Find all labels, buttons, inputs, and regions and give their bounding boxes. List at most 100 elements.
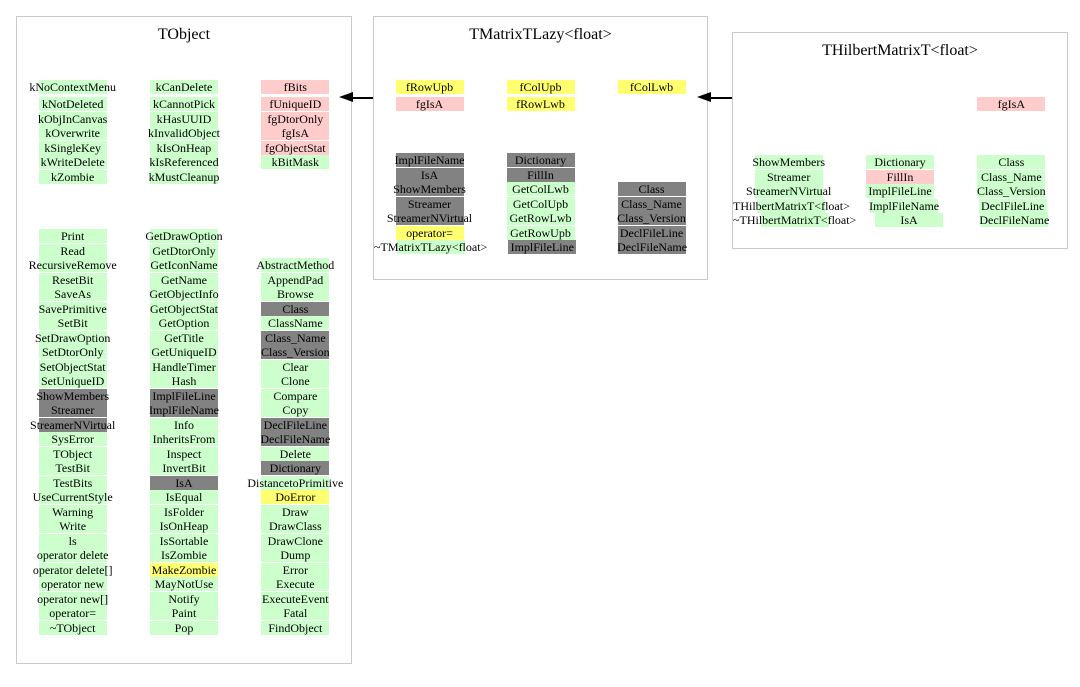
member-cell[interactable]: kCanDelete — [128, 80, 239, 95]
member-cell[interactable]: IsFolder — [128, 504, 239, 520]
member-cell[interactable]: Compare — [240, 388, 351, 404]
member-cell[interactable]: operator delete[] — [17, 562, 128, 578]
member-cell[interactable]: FillIn — [485, 167, 596, 183]
member-cell[interactable]: DeclFileName — [962, 213, 1067, 228]
member-cell[interactable]: Info — [128, 417, 239, 433]
member-cell[interactable]: ls — [17, 533, 128, 549]
member-cell[interactable]: DeclFileLine — [596, 225, 707, 241]
member-cell[interactable]: GetUniqueID — [128, 345, 239, 360]
member-cell[interactable]: ResetBit — [17, 272, 128, 288]
member-cell[interactable]: SetBit — [17, 316, 128, 331]
member-cell[interactable]: DeclFileName — [240, 432, 351, 447]
member-cell[interactable]: fBits — [240, 80, 351, 95]
member-cell[interactable]: IsEqual — [128, 490, 239, 505]
member-cell[interactable]: operator new[] — [17, 591, 128, 607]
member-cell[interactable]: Dictionary — [240, 461, 351, 476]
member-cell[interactable]: kCannotPick — [128, 97, 239, 112]
member-cell[interactable]: GetDtorOnly — [128, 243, 239, 259]
member-cell[interactable]: kIsOnHeap — [128, 140, 239, 156]
class-title-tmatrixtlazy[interactable]: TMatrixTLazy<float> — [469, 26, 612, 43]
member-cell[interactable]: ImplFileName — [128, 403, 239, 418]
member-cell[interactable]: GetColUpb — [485, 196, 596, 212]
member-cell[interactable]: fColLwb — [596, 80, 707, 95]
member-cell[interactable]: Clear — [240, 359, 351, 375]
member-cell[interactable]: GetIconName — [128, 258, 239, 273]
member-cell[interactable]: fgIsA — [374, 97, 485, 112]
member-cell[interactable]: GetName — [128, 272, 239, 288]
member-cell[interactable]: Delete — [240, 446, 351, 462]
member-cell[interactable]: RecursiveRemove — [17, 258, 128, 273]
member-cell[interactable]: Execute — [240, 577, 351, 592]
member-cell[interactable]: ShowMembers — [733, 155, 844, 170]
member-cell[interactable]: Fatal — [240, 606, 351, 621]
member-cell[interactable]: Print — [17, 229, 128, 244]
member-cell[interactable]: IsA — [128, 475, 239, 491]
member-cell[interactable]: kMustCleanup — [128, 169, 239, 185]
member-cell[interactable]: FindObject — [240, 620, 351, 636]
member-cell[interactable]: kWriteDelete — [17, 155, 128, 170]
member-cell[interactable]: fgIsA — [956, 97, 1067, 112]
member-cell[interactable]: AbstractMethod — [240, 258, 351, 273]
member-cell[interactable]: kBitMask — [240, 155, 351, 170]
member-cell[interactable]: TObject — [17, 446, 128, 462]
member-cell[interactable]: Write — [17, 519, 128, 534]
member-cell[interactable]: Streamer — [17, 403, 128, 418]
member-cell[interactable]: Dictionary — [844, 155, 955, 170]
member-cell[interactable]: UseCurrentStyle — [17, 490, 128, 505]
member-cell[interactable]: DrawClone — [240, 533, 351, 549]
member-cell[interactable]: ImplFileLine — [128, 388, 239, 404]
member-cell[interactable]: ClassName — [240, 316, 351, 331]
member-cell[interactable]: ~TMatrixTLazy<float> — [374, 240, 487, 255]
member-cell[interactable]: DeclFileLine — [958, 198, 1067, 214]
member-cell[interactable]: kObjInCanvas — [17, 111, 128, 127]
member-cell[interactable]: fgObjectStat — [240, 140, 351, 156]
member-cell[interactable]: Clone — [240, 374, 351, 389]
member-cell[interactable]: SetDtorOnly — [17, 345, 128, 360]
member-cell[interactable]: kZombie — [17, 169, 128, 185]
member-cell[interactable]: Class — [596, 182, 707, 197]
member-cell[interactable]: AppendPad — [240, 272, 351, 288]
member-cell[interactable]: THilbertMatrixT<float> — [733, 198, 850, 214]
member-cell[interactable]: IsZombie — [128, 548, 239, 563]
member-cell[interactable]: InheritsFrom — [128, 432, 239, 447]
member-cell[interactable]: Class_Name — [596, 196, 707, 212]
member-cell[interactable]: fgDtorOnly — [240, 111, 351, 127]
member-cell[interactable]: Class_Version — [956, 184, 1067, 199]
member-cell[interactable]: SetDrawOption — [17, 330, 128, 346]
class-title-tobject[interactable]: TObject — [157, 26, 211, 43]
class-title-thilbertmatrixt[interactable]: THilbertMatrixT<float> — [822, 42, 978, 59]
member-cell[interactable]: StreamerNVirtual — [374, 211, 485, 226]
member-cell[interactable]: Draw — [240, 504, 351, 520]
member-cell[interactable]: Paint — [128, 606, 239, 621]
member-cell[interactable]: fgIsA — [240, 126, 351, 141]
member-cell[interactable]: Pop — [128, 620, 239, 636]
member-cell[interactable]: fRowLwb — [485, 97, 596, 112]
member-cell[interactable]: kNoContextMenu — [17, 80, 128, 95]
member-cell[interactable]: DoError — [240, 490, 351, 505]
member-cell[interactable]: Class_Version — [596, 211, 707, 226]
member-cell[interactable]: Streamer — [374, 196, 485, 212]
member-cell[interactable]: GetObjectInfo — [128, 287, 239, 302]
member-cell[interactable]: GetColLwb — [485, 182, 596, 197]
member-cell[interactable]: DeclFileName — [597, 240, 707, 255]
member-cell[interactable]: kInvalidObject — [128, 126, 239, 141]
member-cell[interactable]: FillIn — [844, 169, 955, 185]
member-cell[interactable]: DeclFileLine — [240, 417, 351, 433]
member-cell[interactable]: SetUniqueID — [17, 374, 128, 389]
member-cell[interactable]: DrawClass — [240, 519, 351, 534]
member-cell[interactable]: ~THilbertMatrixT<float> — [733, 213, 856, 228]
member-cell[interactable]: InvertBit — [128, 461, 239, 476]
member-cell[interactable]: Inspect — [128, 446, 239, 462]
member-cell[interactable]: kSingleKey — [17, 140, 128, 156]
member-cell[interactable]: ImplFileName — [374, 153, 485, 168]
member-cell[interactable]: SetObjectStat — [17, 359, 128, 375]
member-cell[interactable]: SaveAs — [17, 287, 128, 302]
member-cell[interactable]: operator= — [374, 225, 485, 241]
member-cell[interactable]: StreamerNVirtual — [17, 417, 128, 433]
member-cell[interactable]: kNotDeleted — [17, 97, 128, 112]
member-cell[interactable]: Warning — [17, 504, 128, 520]
member-cell[interactable]: fColUpb — [485, 80, 596, 95]
member-cell[interactable]: IsA — [374, 167, 485, 183]
member-cell[interactable]: GetTitle — [128, 330, 239, 346]
member-cell[interactable]: Class_Name — [240, 330, 351, 346]
